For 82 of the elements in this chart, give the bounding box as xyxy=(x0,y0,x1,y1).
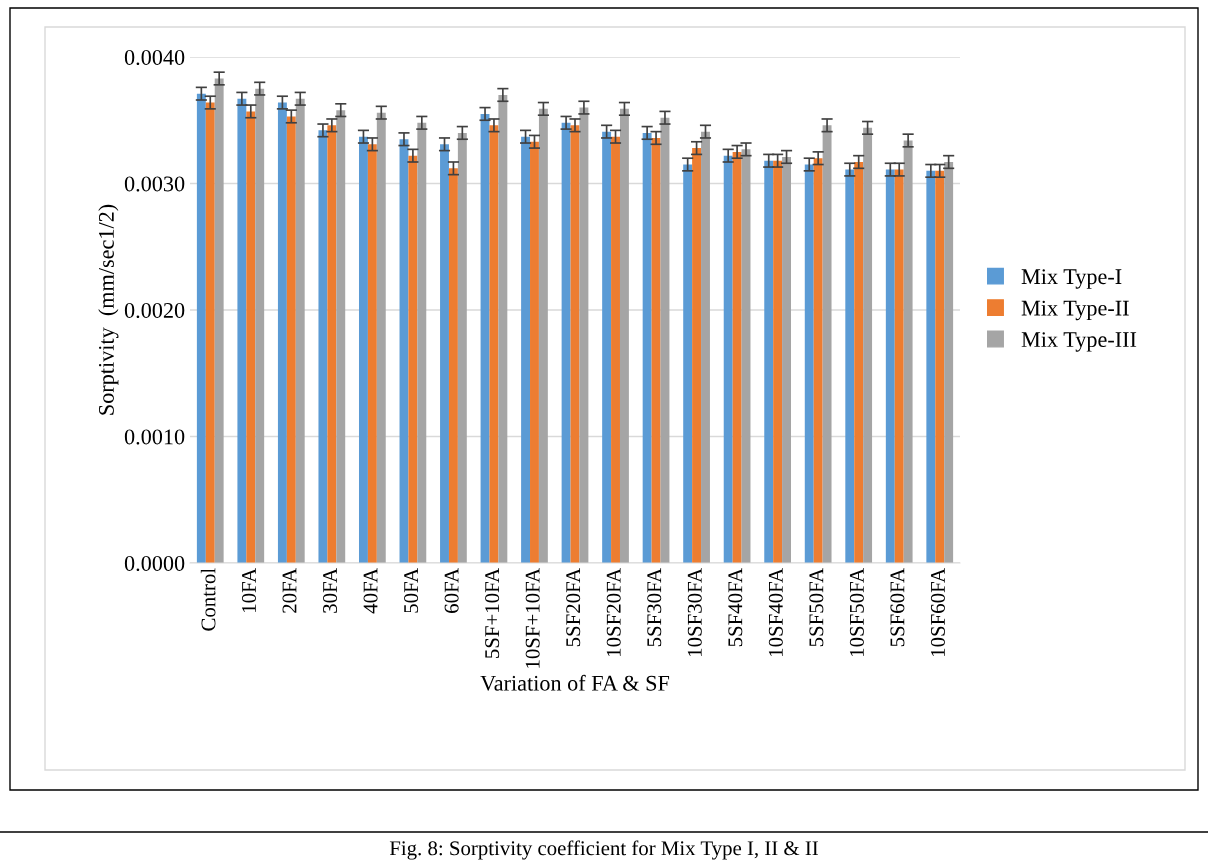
bar xyxy=(367,144,377,563)
bar xyxy=(237,98,247,563)
bar xyxy=(318,130,328,563)
bar xyxy=(723,155,733,563)
bar xyxy=(692,148,702,563)
bar xyxy=(336,110,346,563)
legend-label: Mix Type-II xyxy=(1021,300,1129,321)
x-tick-label: 5SF+10FA xyxy=(485,568,500,658)
x-tick-label: 5SF60FA xyxy=(890,568,905,647)
bar xyxy=(701,131,710,563)
x-tick-label: 10SF50FA xyxy=(849,568,864,656)
bar xyxy=(611,136,620,563)
bar xyxy=(642,132,652,563)
bar xyxy=(255,88,265,563)
x-tick-label: 10SF+10FA xyxy=(525,568,540,668)
bar xyxy=(804,164,814,563)
bar xyxy=(457,132,467,563)
bar xyxy=(885,169,895,563)
bar xyxy=(498,94,508,563)
y-tick-label: 0.0010 xyxy=(124,429,185,445)
bar xyxy=(196,93,206,563)
x-tick-label: Control xyxy=(200,568,216,631)
bar xyxy=(448,168,458,563)
x-tick-label: 5SF50FA xyxy=(809,568,824,647)
bar xyxy=(854,162,864,563)
y-tick-label: 0.0040 xyxy=(124,49,185,66)
bar xyxy=(773,160,783,563)
x-tick-label: 10SF60FA xyxy=(930,568,945,656)
bar xyxy=(651,137,661,563)
bar xyxy=(732,151,742,563)
bar xyxy=(822,125,832,563)
bar xyxy=(408,155,418,563)
caption: Fig. 8: Sorptivity coefficient for Mix Type I, II & II xyxy=(389,840,818,860)
x-axis-title: Variation of FA & SF xyxy=(480,674,670,691)
bar xyxy=(764,160,774,563)
y-axis-title: Sorptivity (mm/sec1/2) xyxy=(98,204,119,415)
x-tick-label: 50FA xyxy=(404,568,419,613)
bar xyxy=(521,136,531,563)
bar xyxy=(602,131,612,563)
y-tick-label: 0.0030 xyxy=(124,176,185,192)
bar xyxy=(327,125,337,563)
bar xyxy=(894,169,904,563)
bar xyxy=(538,108,548,563)
y-tick-label: 0.0020 xyxy=(124,302,185,319)
bar xyxy=(845,169,855,563)
bar xyxy=(813,158,823,563)
x-tick-label: 30FA xyxy=(323,568,338,613)
bar xyxy=(619,108,629,563)
bar xyxy=(926,170,936,563)
bar xyxy=(358,136,368,563)
x-tick-label: 5SF30FA xyxy=(647,568,662,647)
x-tick-label: 10SF30FA xyxy=(687,568,702,656)
bar xyxy=(376,112,386,563)
bar xyxy=(214,78,224,563)
x-tick-label: 5SF40FA xyxy=(728,568,743,647)
x-tick-label: 10SF40FA xyxy=(768,568,783,656)
bar xyxy=(286,116,296,563)
x-tick-label: 10FA xyxy=(241,568,256,612)
x-tick-label: 10SF20FA xyxy=(606,568,621,656)
bar xyxy=(935,170,945,563)
bar xyxy=(944,162,954,563)
y-tick-label: 0.0000 xyxy=(124,555,185,572)
x-tick-label: 5SF20FA xyxy=(566,568,581,647)
x-tick-label: 20FA xyxy=(282,568,297,613)
bar xyxy=(417,122,427,563)
bar xyxy=(246,111,256,563)
bar xyxy=(440,144,449,563)
bar xyxy=(561,122,571,563)
bar xyxy=(489,125,499,563)
bar xyxy=(579,107,589,563)
bar xyxy=(782,156,792,563)
bar xyxy=(277,102,287,563)
bar xyxy=(205,102,215,563)
legend-label: Mix Type-III xyxy=(1021,332,1137,352)
bar xyxy=(863,127,873,563)
bar xyxy=(903,140,913,563)
x-tick-label: 60FA xyxy=(444,568,459,613)
bar xyxy=(683,164,693,563)
x-tick-label: 40FA xyxy=(363,568,378,614)
bar xyxy=(295,98,305,563)
legend-label: Mix Type-I xyxy=(1021,269,1122,289)
bar xyxy=(530,141,539,563)
